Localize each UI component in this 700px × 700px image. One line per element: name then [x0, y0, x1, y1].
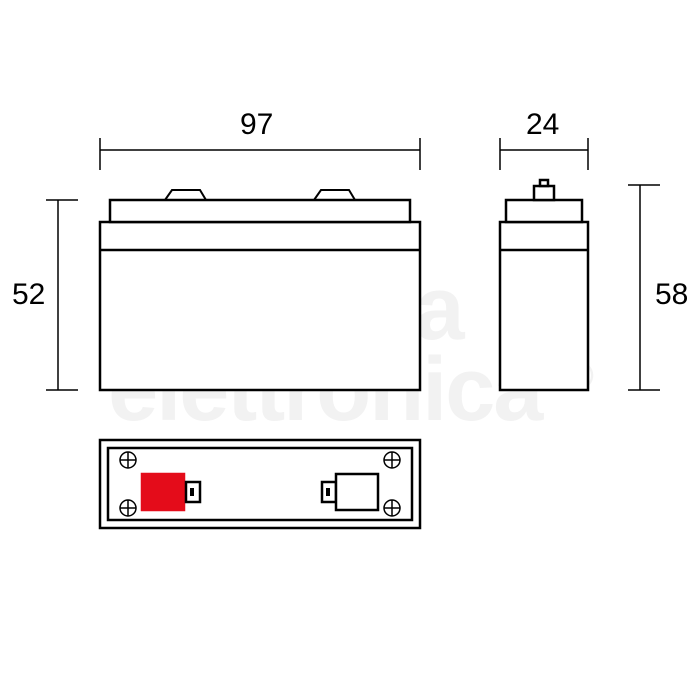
side-view: [500, 180, 588, 390]
technical-drawing: alpha elettronica ®: [0, 0, 700, 700]
dim-width-label: 97: [240, 108, 273, 142]
drawing-svg: [0, 0, 700, 700]
front-view: [100, 190, 420, 390]
dim-depth-label: 24: [526, 108, 559, 142]
top-view: [100, 440, 420, 528]
dim-sheight-label: 58: [655, 278, 688, 312]
dim-fheight-label: 52: [12, 278, 45, 312]
